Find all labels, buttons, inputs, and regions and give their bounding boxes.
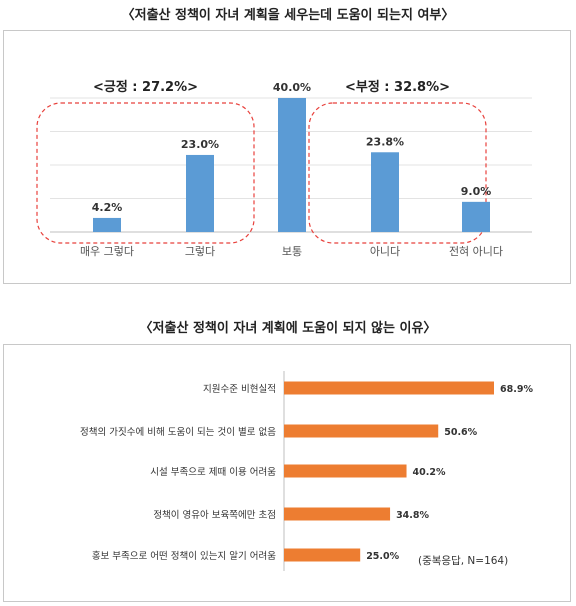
- bar: [186, 154, 214, 232]
- data-label: 34.8%: [396, 510, 429, 521]
- data-label: 50.6%: [444, 427, 477, 438]
- data-label: 4.2%: [92, 201, 123, 214]
- group-label: <긍정 : 27.2%>: [93, 79, 198, 95]
- bar: [284, 424, 439, 438]
- chart2-panel: 지원수준 비현실적 68.9% 정책의 가짓수에 비해 도움이 되는 것이 별로 없…: [3, 344, 571, 602]
- data-label: 40.0%: [273, 81, 311, 94]
- category-label: 전혀 아니다: [449, 245, 503, 258]
- data-label: 40.2%: [413, 467, 446, 478]
- data-label: 25.0%: [366, 551, 399, 562]
- category-label: 시설 부족으로 제때 이용 어려움: [150, 466, 276, 478]
- category-label: 지원수준 비현실적: [203, 383, 276, 395]
- chart2-title: 〈저출산 정책이 자녀 계획에 도움이 되지 않는 이유〉: [139, 321, 437, 336]
- chart1-panel: <긍정 : 27.2%> <부정 : 32.8%> 4.2% 매우 그렇다 23.0% 그…: [3, 30, 571, 284]
- data-label: 68.9%: [500, 384, 533, 395]
- chart2-svg: 지원수준 비현실적 68.9% 정책의 가짓수에 비해 도움이 되는 것이 별로 없…: [80, 371, 533, 571]
- category-label: 보통: [282, 245, 302, 258]
- bar: [284, 464, 407, 478]
- data-label: 23.8%: [366, 135, 404, 148]
- category-label: 매우 그렇다: [80, 245, 134, 258]
- category-label: 정책이 영유아 보육쪽에만 초점: [153, 509, 276, 521]
- group-outline: [36, 102, 255, 244]
- category-label: 홍보 부족으로 어떤 정책이 있는지 알기 어려움: [92, 550, 276, 562]
- bar: [284, 381, 494, 395]
- group-outline: [308, 102, 487, 244]
- data-label: 9.0%: [461, 185, 492, 198]
- bar: [284, 507, 391, 521]
- annotation: (중복응답, N=164): [418, 555, 508, 567]
- category-label: 그렇다: [185, 245, 215, 258]
- data-label: 23.0%: [181, 138, 219, 151]
- category-label: 아니다: [370, 245, 400, 258]
- category-label: 정책의 가짓수에 비해 도움이 되는 것이 별로 없음: [80, 426, 276, 438]
- chart1-title: 〈저출산 정책이 자녀 계획을 세우는데 도움이 되는지 여부〉: [121, 8, 455, 23]
- bar: [93, 217, 121, 232]
- bar: [278, 98, 306, 232]
- bar: [371, 152, 399, 232]
- bar: [462, 201, 490, 232]
- group-label: <부정 : 32.8%>: [345, 79, 450, 95]
- chart1-svg: <긍정 : 27.2%> <부정 : 32.8%> 4.2% 매우 그렇다 23.0% 그…: [36, 79, 532, 258]
- bar: [284, 548, 361, 562]
